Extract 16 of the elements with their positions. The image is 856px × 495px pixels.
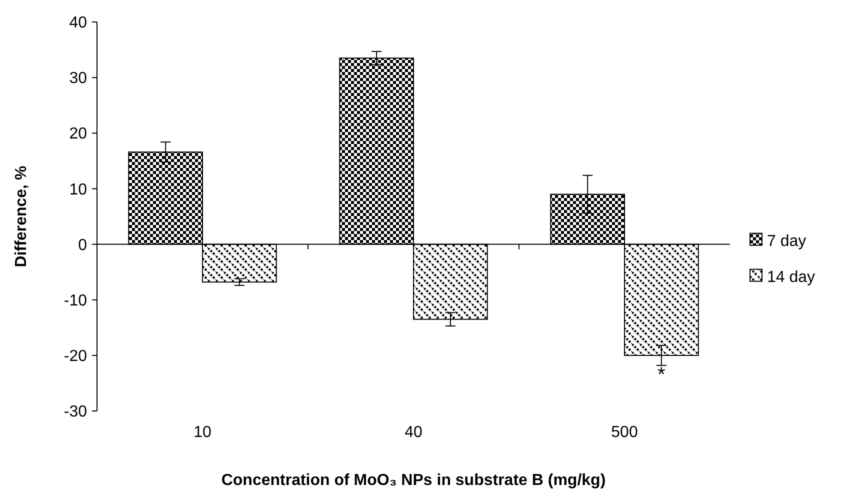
y-tick-label: 40: [69, 14, 88, 32]
y-tick-label: -10: [64, 292, 88, 310]
y-tick-label: 30: [69, 70, 88, 88]
x-tick-label: 500: [611, 424, 638, 441]
x-axis-title: Concentration of MoO₃ NPs in substrate B (mg/kg): [221, 472, 606, 489]
legend-label: 7 day: [767, 232, 806, 250]
x-tick-label: 40: [404, 424, 422, 441]
annotation: *: [658, 364, 666, 386]
y-tick-label: 20: [69, 126, 88, 143]
x-tick-label: 10: [194, 424, 212, 441]
y-tick-label: -20: [64, 348, 88, 366]
y-axis-title: Difference, %: [13, 166, 30, 268]
y-tick-label: -30: [64, 404, 88, 421]
legend-label: 14 day: [767, 268, 816, 286]
y-tick-label: 0: [78, 236, 88, 254]
y-tick-label: 10: [69, 181, 88, 198]
